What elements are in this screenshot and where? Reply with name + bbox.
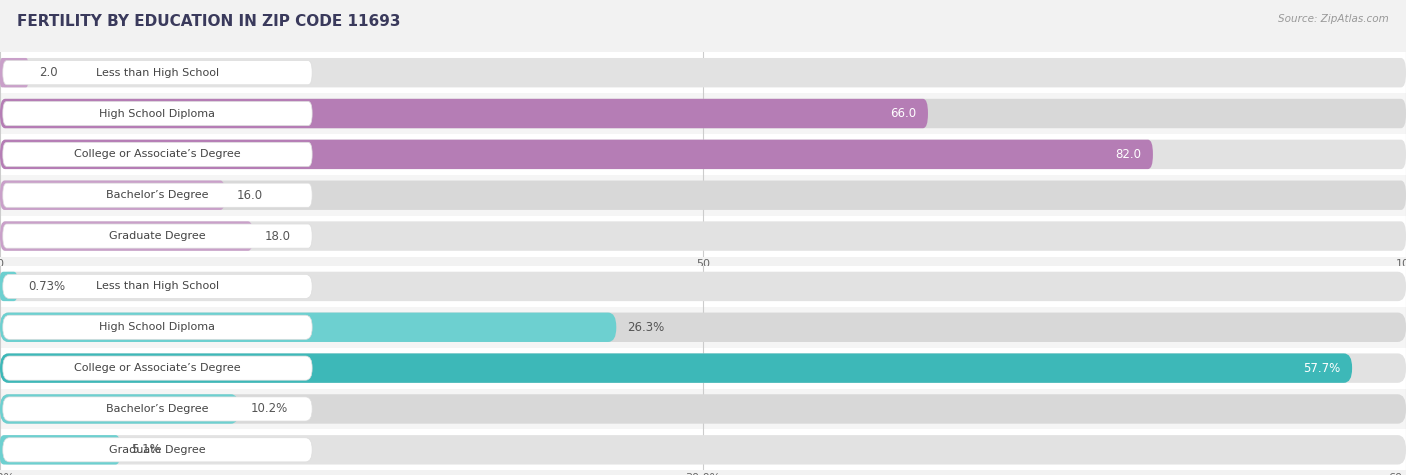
Text: FERTILITY BY EDUCATION IN ZIP CODE 11693: FERTILITY BY EDUCATION IN ZIP CODE 11693 [17,14,401,29]
FancyBboxPatch shape [0,429,1406,470]
FancyBboxPatch shape [0,313,1406,342]
Text: Less than High School: Less than High School [96,281,219,292]
FancyBboxPatch shape [0,175,1406,216]
FancyBboxPatch shape [0,221,253,251]
FancyBboxPatch shape [3,224,312,248]
FancyBboxPatch shape [3,315,312,339]
Text: 0.73%: 0.73% [28,280,66,293]
Text: Source: ZipAtlas.com: Source: ZipAtlas.com [1278,14,1389,24]
FancyBboxPatch shape [0,99,928,128]
FancyBboxPatch shape [3,61,312,85]
FancyBboxPatch shape [0,221,1406,251]
FancyBboxPatch shape [0,435,1406,465]
FancyBboxPatch shape [0,99,1406,128]
FancyBboxPatch shape [3,142,312,166]
FancyBboxPatch shape [3,356,312,380]
FancyBboxPatch shape [0,353,1353,383]
FancyBboxPatch shape [3,397,312,421]
FancyBboxPatch shape [0,389,1406,429]
FancyBboxPatch shape [0,180,225,210]
Text: Bachelor’s Degree: Bachelor’s Degree [107,190,208,200]
FancyBboxPatch shape [3,275,312,298]
FancyBboxPatch shape [0,140,1406,169]
FancyBboxPatch shape [0,58,28,87]
Text: Graduate Degree: Graduate Degree [110,231,205,241]
Text: High School Diploma: High School Diploma [100,322,215,332]
Text: High School Diploma: High School Diploma [100,108,215,119]
Text: Less than High School: Less than High School [96,67,219,78]
Text: 26.3%: 26.3% [627,321,665,334]
Text: College or Associate’s Degree: College or Associate’s Degree [75,149,240,160]
Text: 16.0: 16.0 [236,189,263,202]
FancyBboxPatch shape [0,353,1406,383]
FancyBboxPatch shape [0,58,1406,87]
FancyBboxPatch shape [0,266,1406,307]
FancyBboxPatch shape [0,307,1406,348]
Text: 57.7%: 57.7% [1303,361,1341,375]
FancyBboxPatch shape [0,435,120,465]
Text: 66.0: 66.0 [890,107,917,120]
Text: Bachelor’s Degree: Bachelor’s Degree [107,404,208,414]
Text: 5.1%: 5.1% [131,443,160,456]
FancyBboxPatch shape [3,102,312,125]
FancyBboxPatch shape [0,216,1406,256]
FancyBboxPatch shape [0,52,1406,93]
FancyBboxPatch shape [0,93,1406,134]
Text: College or Associate’s Degree: College or Associate’s Degree [75,363,240,373]
Text: 10.2%: 10.2% [250,402,287,416]
FancyBboxPatch shape [0,140,1153,169]
Text: 2.0: 2.0 [39,66,58,79]
FancyBboxPatch shape [3,183,312,207]
FancyBboxPatch shape [3,438,312,462]
FancyBboxPatch shape [0,180,1406,210]
Text: 82.0: 82.0 [1116,148,1142,161]
FancyBboxPatch shape [0,394,1406,424]
FancyBboxPatch shape [0,394,239,424]
FancyBboxPatch shape [0,272,1406,301]
FancyBboxPatch shape [0,348,1406,389]
Text: Graduate Degree: Graduate Degree [110,445,205,455]
FancyBboxPatch shape [0,313,616,342]
FancyBboxPatch shape [0,134,1406,175]
FancyBboxPatch shape [0,272,17,301]
Text: 18.0: 18.0 [264,229,290,243]
